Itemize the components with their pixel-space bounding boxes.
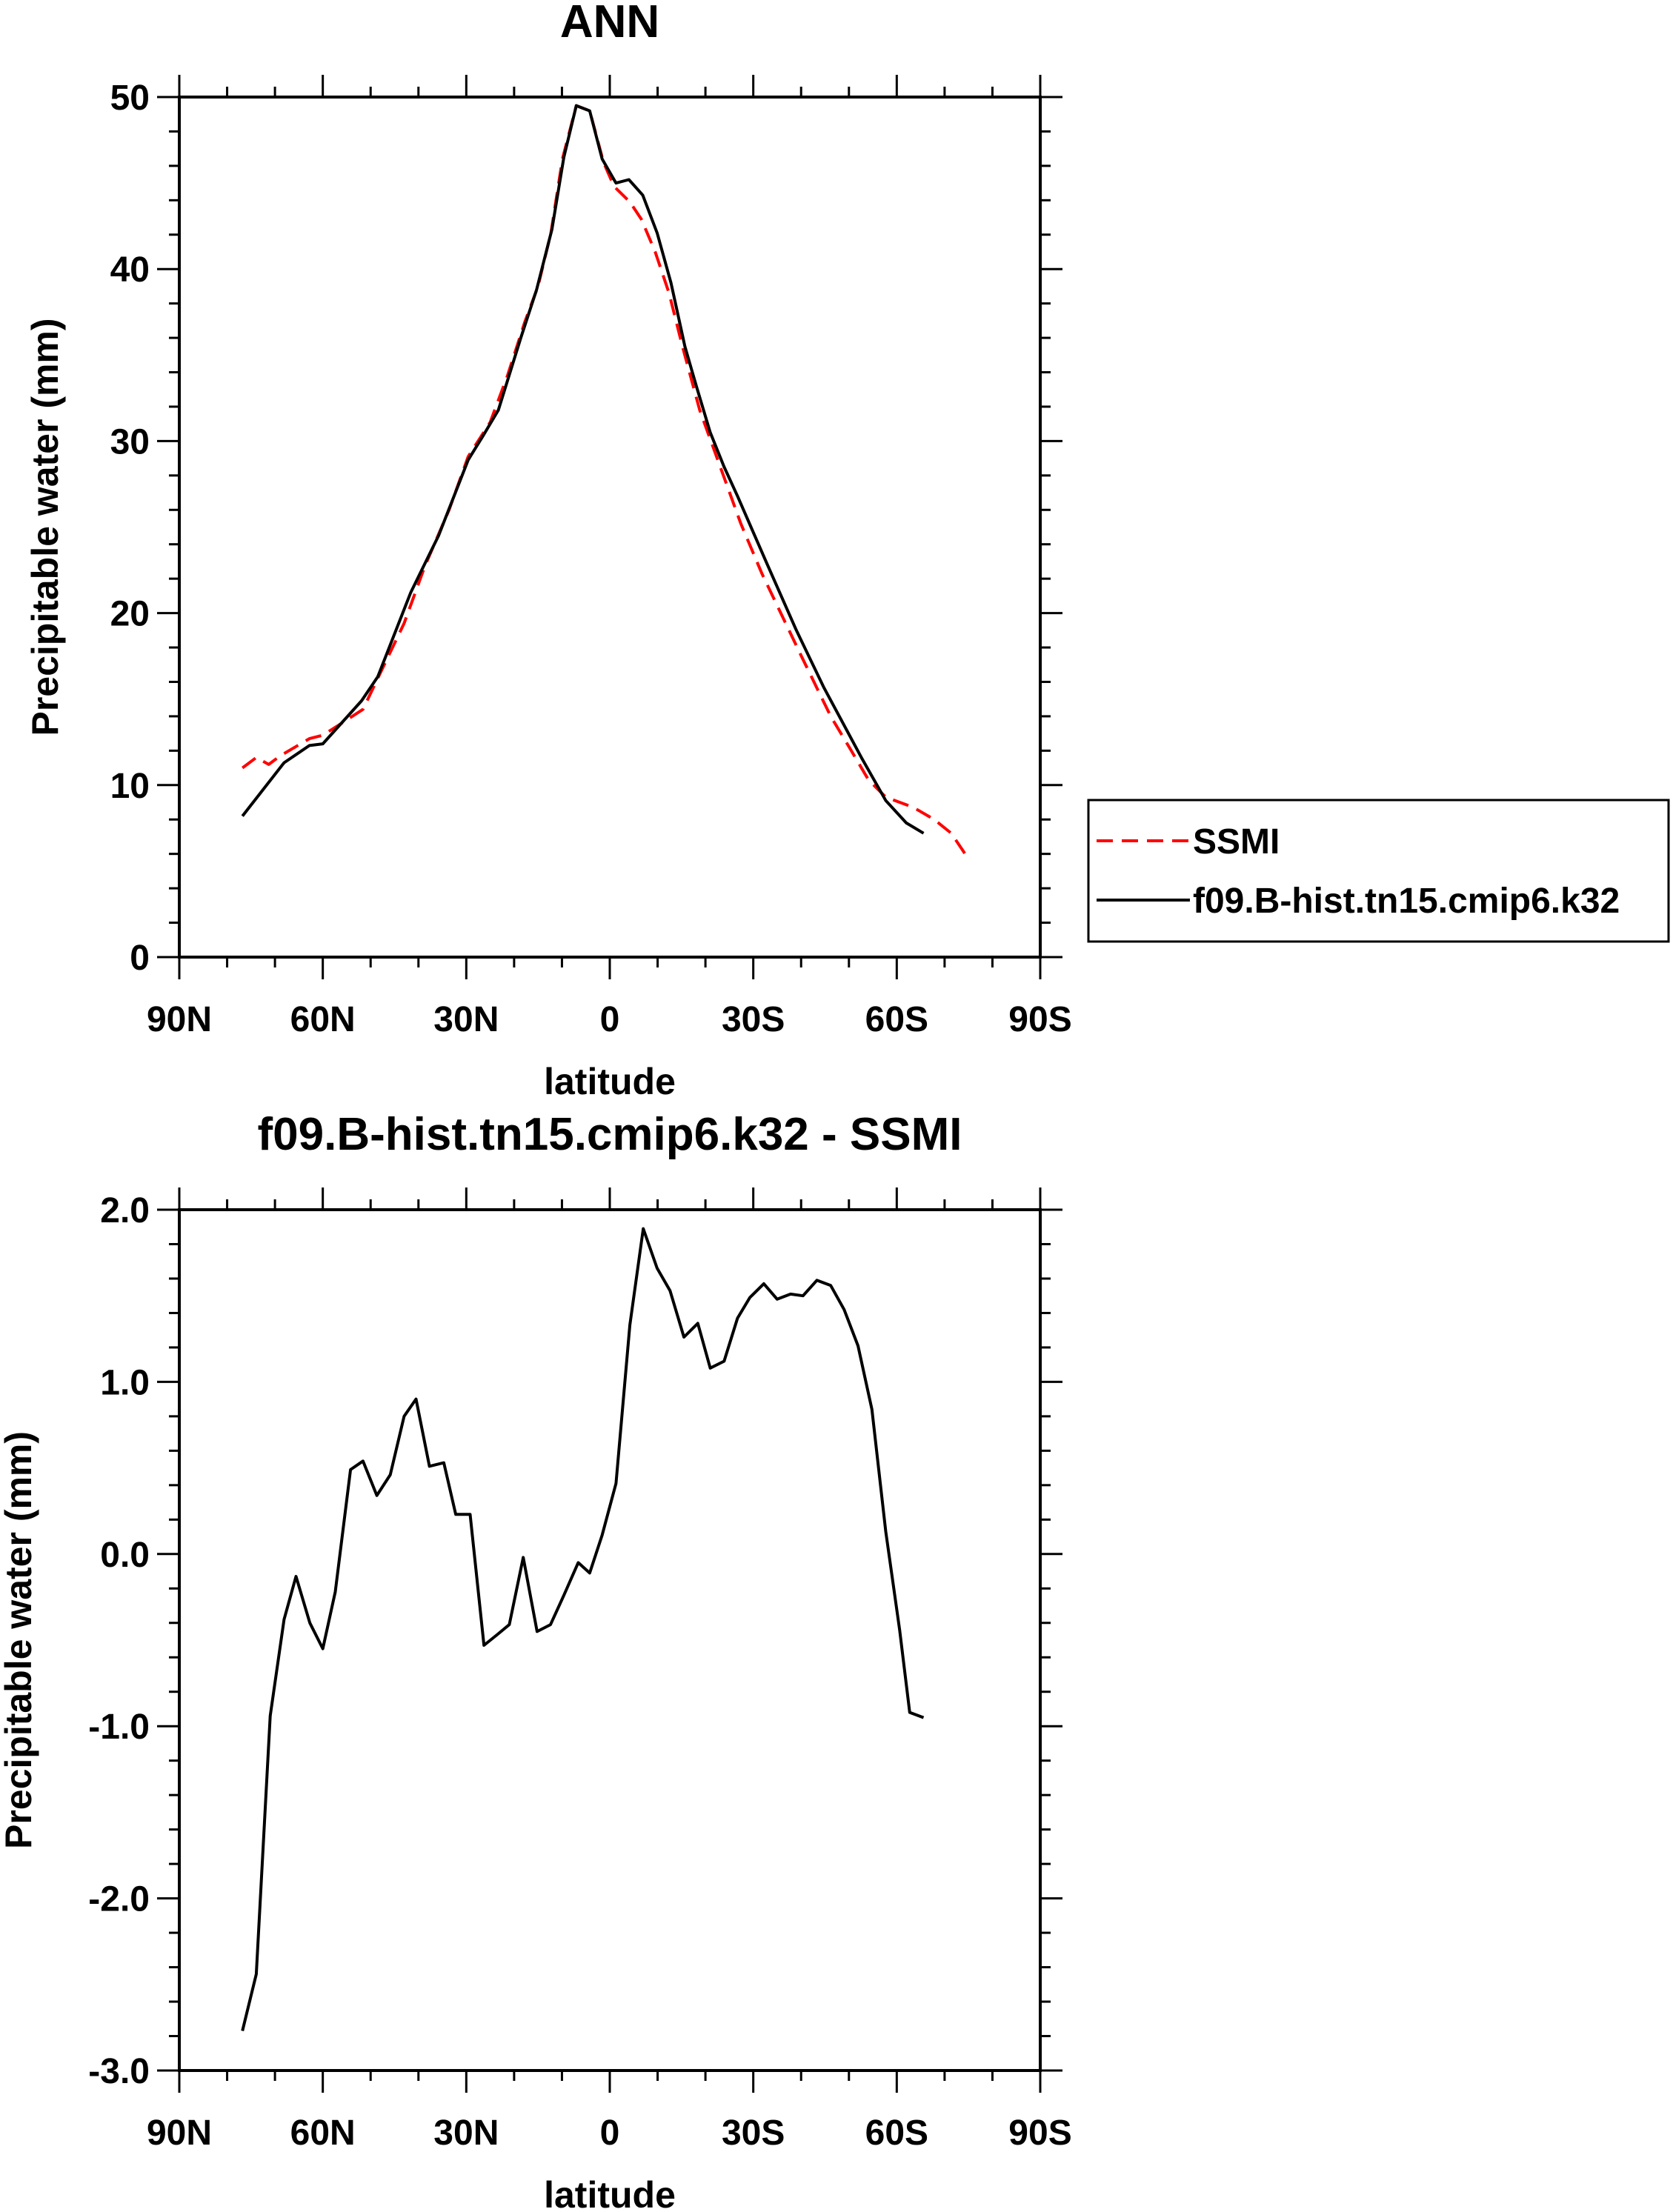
x-tick-label: 60S: [865, 2113, 928, 2153]
y-tick-label: 30: [110, 422, 150, 462]
y-tick-label: 20: [110, 595, 150, 634]
legend-label: SSMI: [1193, 822, 1280, 862]
x-tick-label: 60N: [290, 2113, 356, 2153]
y-tick-label: -3.0: [88, 2052, 150, 2091]
chart-title: ANN: [560, 0, 659, 47]
x-tick-label: 90S: [1008, 2113, 1071, 2153]
plot-frame: [178, 96, 1042, 959]
x-axis-label: latitude: [544, 1061, 676, 1102]
x-tick-label: 60S: [865, 1000, 928, 1039]
chart-title: f09.B-hist.tn15.cmip6.k32 - SSMI: [258, 1109, 962, 1160]
y-axis-label: Precipitable water (mm): [0, 1431, 39, 1849]
y-tick-label: 40: [110, 250, 150, 290]
legend: SSMI f09.B-hist.tn15.cmip6.k32: [1087, 799, 1670, 943]
x-tick-label: 30S: [722, 2113, 785, 2153]
plot-frame: [178, 1208, 1042, 2072]
y-tick-label: 50: [110, 79, 150, 118]
y-axis-label: Precipitable water (mm): [24, 318, 66, 736]
y-tick-label: -1.0: [88, 1708, 150, 1747]
y-tick-label: 2.0: [100, 1191, 150, 1230]
legend-label: f09.B-hist.tn15.cmip6.k32: [1193, 882, 1620, 921]
x-tick-label: 90N: [147, 2113, 212, 2153]
y-tick-label: 10: [110, 767, 150, 806]
x-tick-label: 30S: [722, 1000, 785, 1039]
y-tick-label: 1.0: [100, 1363, 150, 1402]
chart-panel-2: f09.B-hist.tn15.cmip6.k32 - SSMI 90N 60N 30…: [0, 1109, 1072, 2212]
x-tick-label: 60N: [290, 1000, 356, 1039]
x-tick-label: 0: [600, 1000, 620, 1039]
series-line-difference: [241, 1227, 925, 2031]
x-axis-label: latitude: [544, 2174, 676, 2212]
y-tick-label: 0.0: [100, 1536, 150, 1575]
chart-panel-1: ANN 90N 60N 30N 0 30S 60S 90S 0 10 20 30 40 50 latitud…: [24, 0, 1670, 1102]
y-tick-label: -2.0: [88, 1880, 150, 1919]
series-line-f09-b-hist-tn15-cmip6-k32: [241, 104, 925, 835]
series-line-ssmi: [242, 104, 967, 855]
x-tick-label: 0: [600, 2113, 620, 2153]
x-tick-label: 30N: [433, 1000, 499, 1039]
x-tick-label: 30N: [433, 2113, 499, 2153]
x-tick-label: 90N: [147, 1000, 212, 1039]
y-tick-label: 0: [130, 939, 150, 978]
x-tick-label: 90S: [1008, 1000, 1071, 1039]
legend-box: [1087, 799, 1670, 943]
